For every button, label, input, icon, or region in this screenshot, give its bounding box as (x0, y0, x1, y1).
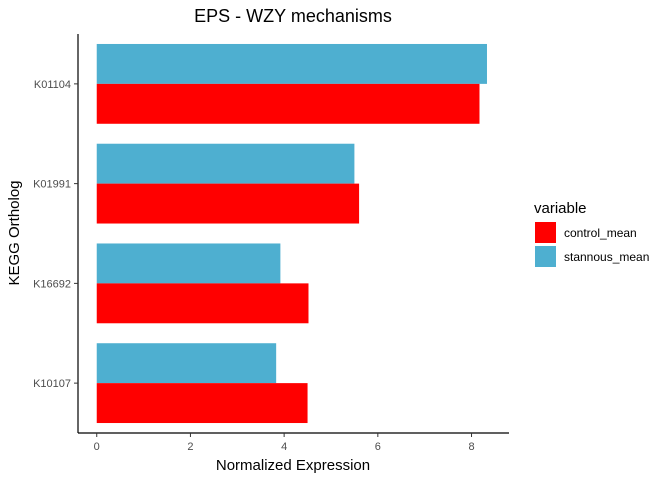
x-tick-label: 2 (187, 441, 193, 453)
bar-control_mean-K01104 (96, 83, 480, 124)
bar-control_mean-K10107 (96, 383, 308, 424)
y-tick-label: K01104 (34, 79, 71, 91)
legend-label-control_mean: control_mean (564, 226, 637, 240)
legend-label-stannous_mean: stannous_mean (564, 250, 649, 264)
bar-stannous_mean-K10107 (96, 343, 277, 384)
legend-swatch-control_mean (535, 222, 556, 243)
x-tick-label: 8 (468, 441, 474, 453)
legend-title: variable (534, 200, 587, 217)
x-tick-label: 4 (281, 441, 287, 453)
bar-control_mean-K01991 (96, 183, 360, 224)
bar-stannous_mean-K01104 (96, 43, 487, 84)
bar-stannous_mean-K01991 (96, 143, 355, 184)
y-tick-label: K10107 (33, 378, 71, 390)
y-tick-label: K16692 (33, 278, 71, 290)
x-axis-title: Normalized Expression (216, 457, 370, 474)
y-tick-group: K01104 K01991 K16692 K10107 (33, 79, 78, 390)
legend-swatch-stannous_mean (535, 246, 556, 267)
x-tick-label: 6 (375, 441, 381, 453)
x-tick-group: 0 2 4 6 8 (94, 433, 475, 453)
y-axis-title: KEGG Ortholog (6, 180, 23, 285)
x-tick-label: 0 (94, 441, 100, 453)
legend: variable control_mean stannous_mean (534, 200, 649, 267)
plot-area (96, 43, 487, 424)
chart-title: EPS - WZY mechanisms (194, 6, 392, 26)
bar-stannous_mean-K16692 (96, 243, 281, 284)
y-tick-label: K01991 (33, 179, 71, 191)
bar-control_mean-K16692 (96, 283, 309, 324)
